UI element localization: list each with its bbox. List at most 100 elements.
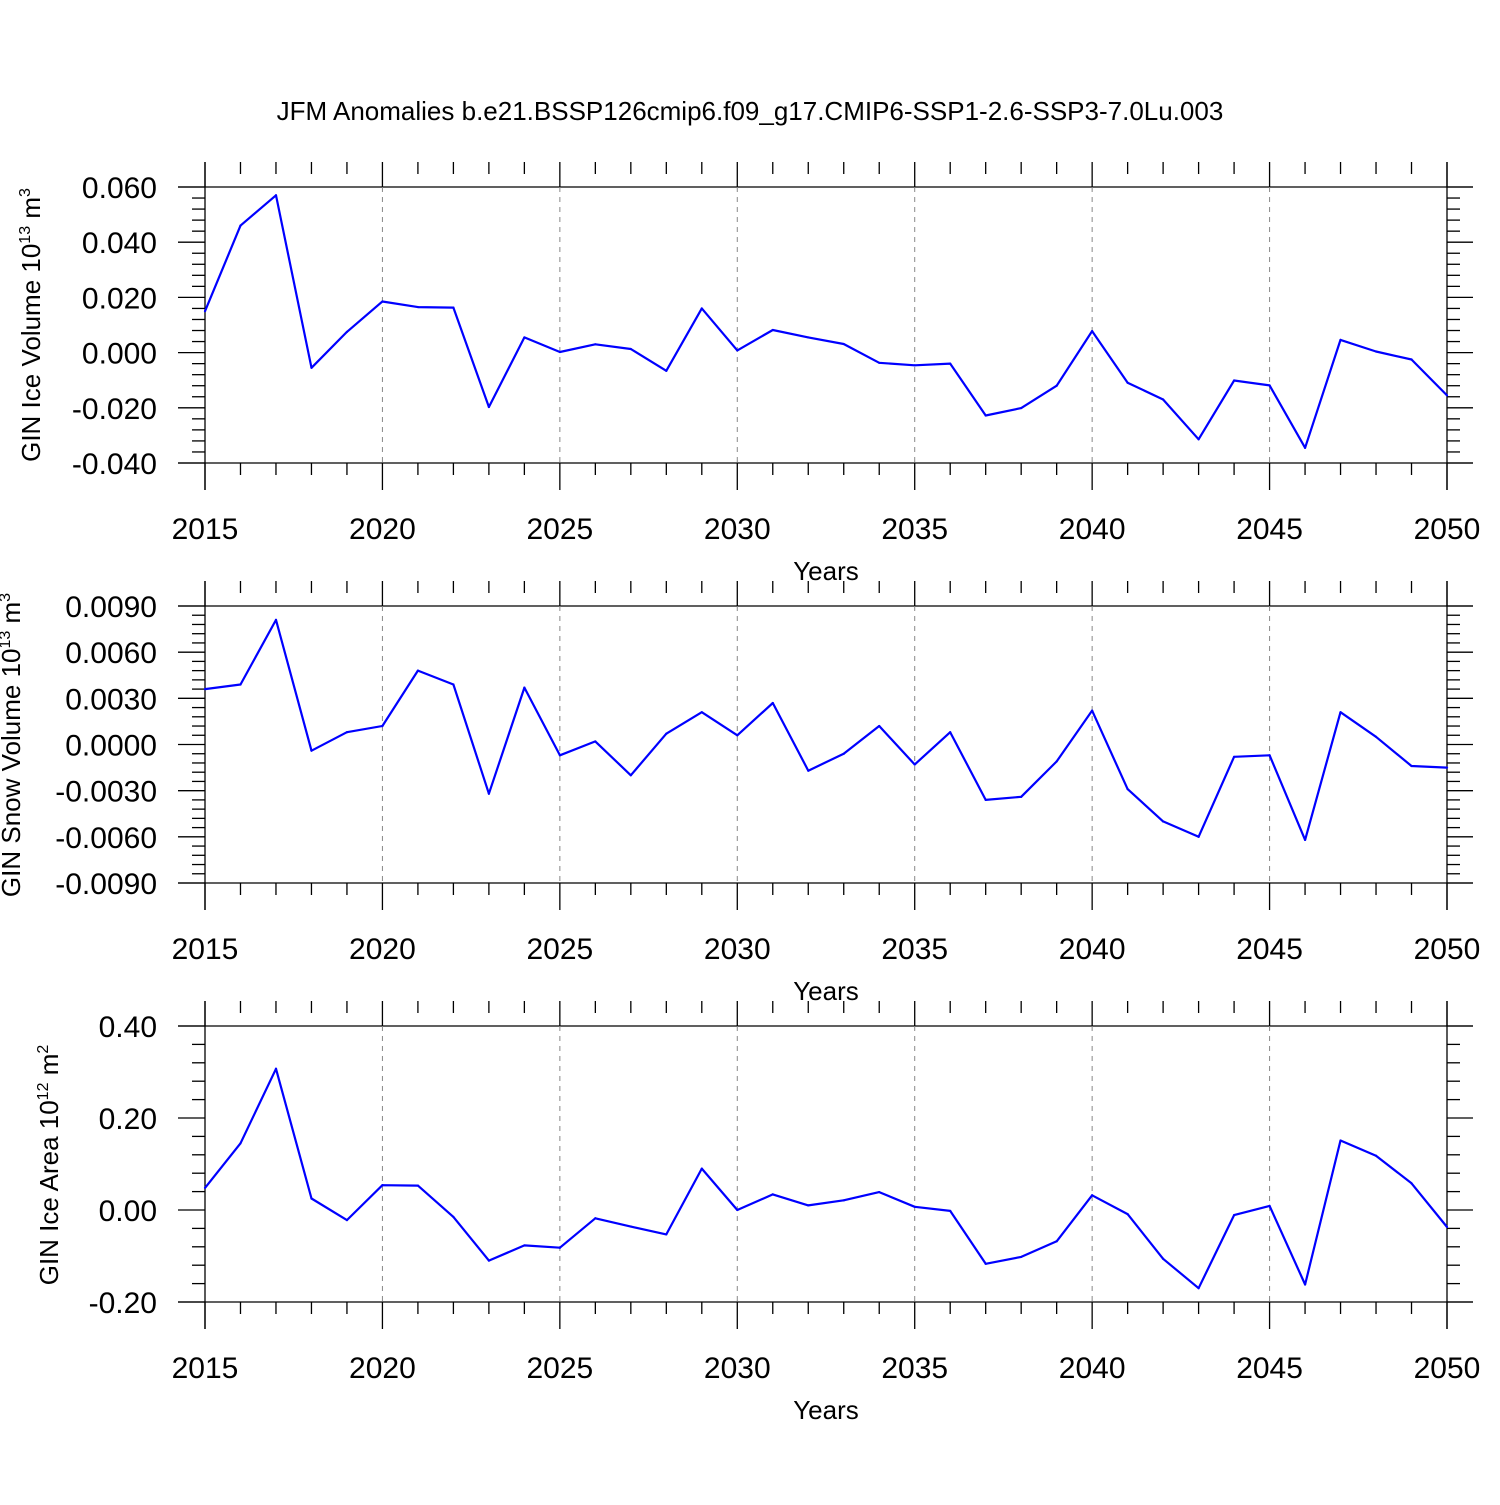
data-point: [594, 1217, 597, 1220]
x-tick-label: 2025: [526, 513, 593, 546]
y-tick-label: 0.0030: [65, 683, 157, 716]
data-point: [594, 740, 597, 743]
data-point: [1020, 795, 1023, 798]
data-point: [452, 1215, 455, 1218]
data-point: [239, 683, 242, 686]
data-point: [1410, 358, 1413, 361]
data-point: [1232, 379, 1236, 382]
y-tick-label: 0.00: [99, 1195, 157, 1228]
data-point: [1268, 1204, 1271, 1207]
y-axis-label: GIN Snow Volume 1013 m3: [0, 593, 26, 897]
data-point: [452, 306, 455, 309]
data-point: [1445, 766, 1449, 769]
data-point: [629, 774, 632, 777]
data-point: [1303, 446, 1307, 449]
data-point: [807, 336, 810, 339]
data-point: [878, 724, 881, 728]
data-point: [736, 349, 739, 352]
series-line-gin-snow-volume: [204, 618, 1448, 842]
data-point: [736, 734, 739, 737]
data-point: [416, 1184, 420, 1187]
data-point: [665, 732, 668, 735]
data-point: [558, 350, 561, 354]
data-point: [1055, 384, 1058, 387]
y-tick-label: 0.020: [82, 282, 157, 315]
data-point: [345, 731, 349, 734]
data-point: [1020, 406, 1023, 410]
data-point: [1303, 838, 1307, 842]
data-point: [1374, 350, 1378, 353]
data-point: [1197, 438, 1200, 441]
y-tick-label: -0.0090: [55, 868, 157, 901]
data-point: [665, 1233, 668, 1236]
data-point: [310, 749, 313, 752]
data-point: [310, 1197, 313, 1200]
data-point: [1339, 711, 1342, 714]
data-point: [1091, 329, 1094, 333]
data-point: [629, 1225, 632, 1228]
x-tick-label: 2045: [1236, 513, 1303, 546]
y-tick-label: 0.0090: [65, 591, 157, 624]
data-point: [1091, 1194, 1094, 1197]
data-point: [771, 328, 774, 332]
data-point: [274, 1067, 278, 1070]
y-tick-label: -0.0060: [55, 822, 157, 855]
y-tick-label: -0.040: [72, 448, 157, 481]
x-tick-label: 2020: [349, 933, 416, 966]
data-point: [1303, 1283, 1307, 1286]
data-point: [203, 310, 207, 313]
data-point: [1339, 338, 1342, 342]
data-point: [949, 362, 952, 365]
y-tick-label: 0.000: [82, 338, 157, 371]
data-point: [523, 1244, 526, 1247]
x-tick-label: 2050: [1414, 933, 1481, 966]
data-point: [949, 731, 952, 734]
x-tick-label: 2025: [526, 933, 593, 966]
y-tick-label: -0.20: [89, 1287, 157, 1320]
y-axis-label: GIN Ice Area 1012 m2: [34, 1045, 64, 1286]
data-point: [345, 1219, 349, 1222]
y-tick-label: 0.040: [82, 227, 157, 260]
data-point: [913, 763, 916, 766]
data-point: [558, 1246, 561, 1249]
x-axis-label: Years: [793, 556, 859, 586]
data-point: [523, 336, 526, 339]
y-tick-label: -0.0030: [55, 776, 157, 809]
data-point: [1162, 1257, 1165, 1260]
data-point: [878, 1190, 881, 1194]
data-point: [558, 754, 561, 757]
data-point: [594, 343, 597, 346]
x-tick-label: 2015: [172, 933, 239, 966]
series-line-gin-ice-volume: [203, 194, 1448, 449]
data-point: [878, 361, 881, 364]
data-point: [1445, 1225, 1449, 1229]
data-point: [842, 1199, 845, 1202]
y-tick-label: -0.020: [72, 393, 157, 426]
series-line-gin-ice-area: [204, 1067, 1448, 1290]
data-point: [1410, 764, 1413, 768]
x-tick-label: 2030: [704, 1352, 771, 1385]
x-tick-label: 2030: [704, 933, 771, 966]
data-point: [1055, 1240, 1058, 1243]
data-point: [700, 711, 703, 714]
x-tick-label: 2020: [349, 1352, 416, 1385]
chart-title: JFM Anomalies b.e21.BSSP126cmip6.f09_g17…: [276, 96, 1224, 126]
x-tick-label: 2030: [704, 513, 771, 546]
data-point: [1232, 755, 1236, 758]
data-point: [416, 669, 420, 672]
panel-3: -0.20 0.00 0.20 0.40 2015 2020 2025 2030 2035 204…: [34, 1001, 1480, 1425]
data-point: [1268, 754, 1271, 757]
data-point: [807, 1204, 810, 1207]
data-point: [274, 194, 278, 197]
data-point: [1091, 709, 1094, 712]
x-tick-label: 2045: [1236, 933, 1303, 966]
x-tick-label: 2015: [172, 1352, 239, 1385]
data-point: [1126, 381, 1129, 384]
data-point: [1339, 1139, 1342, 1142]
x-tick-label: 2040: [1059, 1352, 1126, 1385]
data-point: [1126, 788, 1129, 791]
data-point: [487, 405, 490, 409]
data-point: [239, 224, 242, 227]
